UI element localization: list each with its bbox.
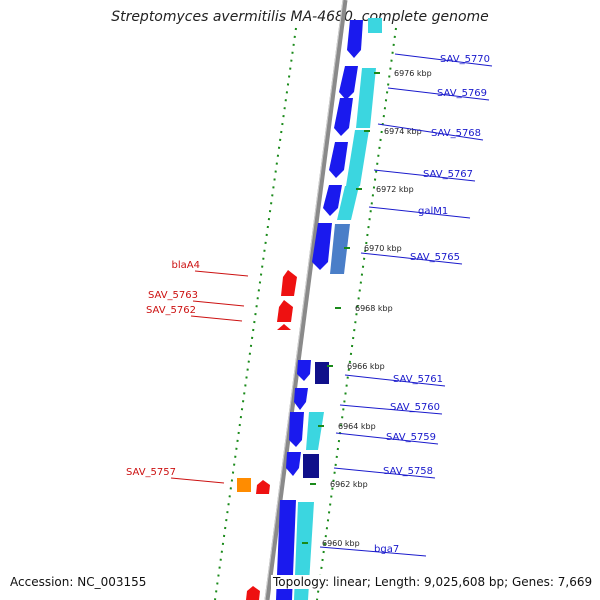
forward-gene-label[interactable]: SAV_5769 <box>437 88 487 99</box>
reverse-gene-label[interactable]: SAV_5762 <box>146 305 196 316</box>
gene-block-5767-cds <box>346 130 369 186</box>
forward-gene-blocks <box>276 18 382 600</box>
kbp-tick-label: 6974 kbp <box>384 127 422 136</box>
forward-label-group[interactable]: SAV_5770 SAV_5769 SAV_5768 SAV_5767 galM1 SAV… <box>319 53 493 557</box>
gene-block-5760 <box>294 388 308 410</box>
kbp-tick-label: 6970 kbp <box>364 244 402 253</box>
kbp-tick-group: 6976 kbp 6974 kbp 6972 kbp 6970 kbp 6968 kbp… <box>302 69 432 548</box>
accession-text: Accession: NC_003155 <box>10 575 147 589</box>
forward-label-leader <box>339 404 443 415</box>
kbp-tick-label: 6962 kbp <box>330 480 368 489</box>
forward-label-leader <box>360 252 463 265</box>
gene-block-5763 <box>277 300 293 322</box>
forward-label-leader <box>344 374 446 387</box>
kbp-tick-label: 6960 kbp <box>322 539 360 548</box>
genome-backbone-highlight <box>264 0 344 600</box>
forward-gene-label[interactable]: SAV_5767 <box>423 169 473 180</box>
kbp-tick-label: 6968 kbp <box>355 304 393 313</box>
reverse-gene-blocks <box>237 270 297 600</box>
kbp-tick-label: 6976 kbp <box>394 69 432 78</box>
forward-label-leader <box>368 206 471 219</box>
gene-block-5765-cds <box>330 224 350 274</box>
gene-block-5762 <box>277 324 291 330</box>
gene-block-5768 <box>334 98 353 136</box>
forward-label-leader <box>373 169 476 182</box>
forward-gene-label[interactable]: SAV_5758 <box>383 466 433 477</box>
outer-scale-left <box>214 27 297 600</box>
gene-block-5757-orange <box>237 478 251 492</box>
gene-block-5759-cds <box>306 412 324 450</box>
forward-gene-label[interactable]: SAV_5759 <box>386 432 436 443</box>
kbp-tick-label: 6966 kbp <box>347 362 385 371</box>
gene-block-5758-cds <box>303 454 319 478</box>
forward-label-leader <box>377 123 484 141</box>
reverse-gene-label[interactable]: SAV_5757 <box>126 467 176 478</box>
reverse-label-leader <box>190 315 243 322</box>
forward-gene-label[interactable]: SAV_5768 <box>431 128 481 139</box>
reverse-label-group[interactable]: blaA4 SAV_5763 SAV_5762 SAV_5757 <box>126 260 249 484</box>
forward-gene-label[interactable]: SAV_5760 <box>390 402 440 413</box>
kbp-tick-label: 6964 kbp <box>338 422 376 431</box>
gene-block-5770-cds <box>368 18 382 33</box>
reverse-gene-label[interactable]: blaA4 <box>172 260 200 271</box>
topology-text: Topology: linear; Length: 9,025,608 bp; … <box>271 575 595 589</box>
gene-block-galM1 <box>323 185 342 216</box>
gene-block-5757 <box>256 480 270 494</box>
forward-gene-label[interactable]: bga7 <box>374 544 399 555</box>
forward-gene-label[interactable]: galM1 <box>418 206 448 217</box>
kbp-tick-label: 6972 kbp <box>376 185 414 194</box>
gene-block-5759 <box>289 412 304 447</box>
gene-block-5769-cds <box>356 68 376 128</box>
forward-label-leader <box>394 53 493 67</box>
gene-block-5758 <box>286 452 301 476</box>
forward-gene-label[interactable]: SAV_5765 <box>410 252 460 263</box>
reverse-label-leader <box>170 477 225 484</box>
gene-block-5769 <box>339 66 358 100</box>
gene-block-galM1-cds <box>337 186 359 220</box>
forward-label-leader <box>333 467 436 479</box>
forward-label-leader <box>319 546 427 557</box>
forward-label-leader <box>387 87 490 101</box>
gene-block-5770 <box>347 20 363 58</box>
gene-block-bottom <box>246 586 260 600</box>
reverse-label-leader <box>192 300 245 307</box>
reverse-gene-label[interactable]: SAV_5763 <box>148 290 198 301</box>
gene-block-5761 <box>297 360 311 381</box>
map-title: Streptomyces avermitilis MA-4680, comple… <box>111 9 489 25</box>
forward-gene-label[interactable]: SAV_5761 <box>393 374 443 385</box>
reverse-label-leader <box>194 270 249 277</box>
gene-block-blaA4 <box>281 270 297 296</box>
forward-label-leader <box>335 432 439 445</box>
gene-block-5761-cds <box>315 362 329 384</box>
outer-scale-right <box>316 27 397 600</box>
gene-block-5765 <box>312 223 332 270</box>
forward-gene-label[interactable]: SAV_5770 <box>440 54 490 65</box>
gene-block-5768b <box>329 142 348 178</box>
